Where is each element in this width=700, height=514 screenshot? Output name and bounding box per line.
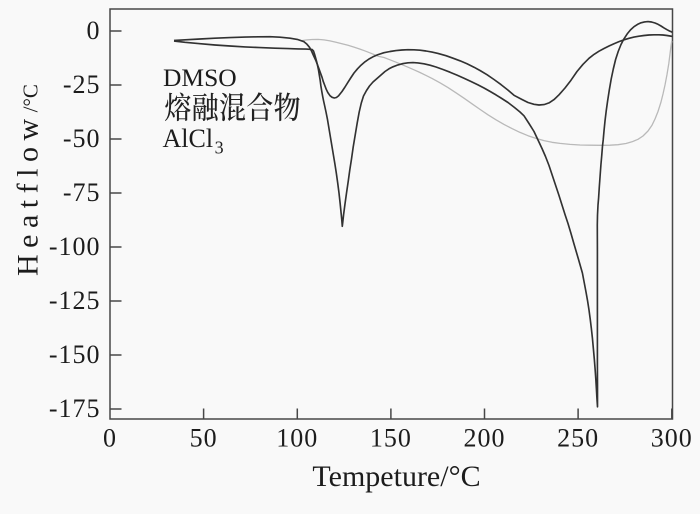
svg-text:-25: -25 [63,70,101,99]
svg-text:Heatflow/°C: Heatflow/°C [12,84,45,276]
svg-text:-125: -125 [49,286,101,315]
svg-text:100: 100 [276,424,318,453]
svg-text:50: 50 [190,424,218,453]
svg-text:-50: -50 [63,124,101,153]
svg-text:300: 300 [651,424,693,453]
svg-text:0: 0 [87,16,101,45]
svg-text:Tempeture/°C: Tempeture/°C [312,460,480,493]
svg-text:-175: -175 [49,394,101,423]
svg-text:150: 150 [370,424,412,453]
svg-text:-100: -100 [49,232,101,261]
svg-text:200: 200 [464,424,506,453]
svg-text:-75: -75 [63,178,101,207]
svg-text:DMSO: DMSO [163,63,237,92]
svg-text:250: 250 [557,424,599,453]
svg-text:0: 0 [103,424,117,453]
svg-text:-150: -150 [49,340,101,369]
